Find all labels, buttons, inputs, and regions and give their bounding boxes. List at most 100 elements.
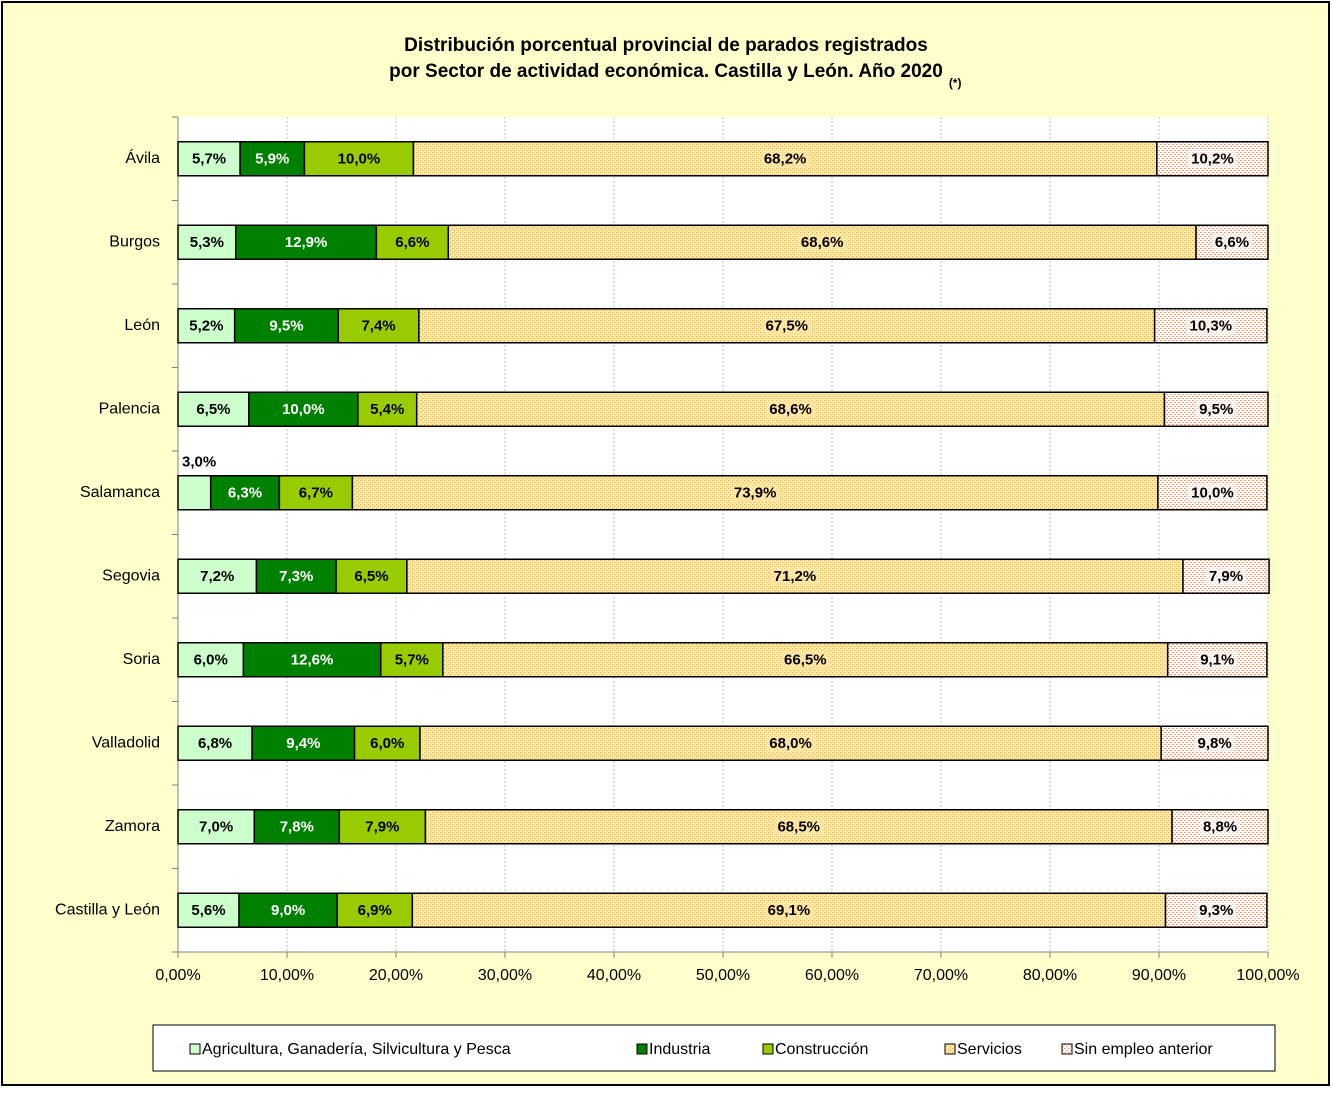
- data-label: 69,1%: [768, 902, 811, 919]
- data-label: 7,8%: [280, 819, 314, 836]
- bar-segment: [177, 224, 237, 260]
- legend-swatch: [189, 1043, 201, 1055]
- data-label: 5,7%: [395, 652, 429, 669]
- bar-segment: [357, 391, 418, 427]
- data-label: 6,8%: [198, 735, 232, 752]
- bar-segment: [177, 558, 258, 594]
- y-tick-label: Valladolid: [92, 734, 160, 751]
- legend-label: Servicios: [957, 1041, 1022, 1058]
- bar-segment: [253, 809, 341, 845]
- x-tick-label: 50,00%: [696, 967, 750, 984]
- data-label: 67,5%: [765, 318, 808, 335]
- y-tick-label: Soria: [123, 651, 160, 668]
- data-label: 7,2%: [200, 568, 234, 585]
- y-tick-label: Salamanca: [80, 484, 160, 501]
- legend-swatch: [944, 1043, 956, 1055]
- x-tick-label: 60,00%: [805, 967, 859, 984]
- data-label: 12,9%: [285, 234, 328, 251]
- bar-segment: [251, 725, 356, 761]
- data-label: 10,0%: [338, 151, 381, 168]
- x-tick-label: 70,00%: [914, 967, 968, 984]
- bar-segment: [235, 224, 378, 260]
- data-label: 5,2%: [189, 318, 223, 335]
- data-label: 6,3%: [228, 485, 262, 502]
- data-label: 68,6%: [801, 234, 844, 251]
- data-label: 73,9%: [734, 485, 777, 502]
- bar-segment: [242, 642, 382, 678]
- data-label: 10,0%: [1191, 485, 1234, 502]
- data-label: 68,5%: [777, 819, 820, 836]
- bar-segment: [379, 642, 444, 678]
- legend-box: [152, 1024, 1276, 1072]
- x-tick-label: 100,00%: [1236, 967, 1299, 984]
- bar-segment: [248, 391, 359, 427]
- y-tick-label: Castilla y León: [55, 901, 160, 918]
- label-background: [1188, 149, 1237, 168]
- y-tick-label: Ávila: [125, 148, 160, 167]
- bar-segment: [209, 475, 281, 511]
- label-background: [770, 567, 820, 586]
- label-background: [764, 901, 814, 920]
- data-label: 9,3%: [1199, 902, 1233, 919]
- label-background: [760, 149, 810, 168]
- data-label: 12,6%: [291, 652, 334, 669]
- x-tick-label: 90,00%: [1132, 967, 1186, 984]
- chart-title: Distribución porcentual provincial de pa…: [404, 35, 928, 56]
- data-label: 10,3%: [1190, 318, 1233, 335]
- x-tick-label: 80,00%: [1023, 967, 1077, 984]
- x-tick-label: 0,00%: [155, 967, 200, 984]
- label-background: [1197, 650, 1238, 669]
- data-label: 6,6%: [395, 234, 429, 251]
- bar-segment: [177, 642, 245, 678]
- bar-segment: [177, 391, 250, 427]
- data-label: 9,5%: [269, 318, 303, 335]
- data-label: 7,9%: [1209, 568, 1243, 585]
- label-background: [1196, 901, 1237, 920]
- y-tick-label: Zamora: [105, 818, 160, 835]
- data-label: 7,3%: [279, 568, 313, 585]
- title-note: (*): [949, 76, 962, 90]
- data-label: 5,7%: [192, 151, 226, 168]
- legend-label: Construcción: [775, 1041, 868, 1058]
- label-background: [1196, 400, 1237, 419]
- data-label: 9,4%: [286, 735, 320, 752]
- x-tick-label: 10,00%: [260, 967, 314, 984]
- data-label: 5,4%: [370, 401, 404, 418]
- data-label: 5,6%: [191, 902, 225, 919]
- label-background: [762, 316, 812, 335]
- bar-segment: [303, 141, 415, 177]
- x-tick-label: 30,00%: [478, 967, 532, 984]
- data-label: 9,5%: [1199, 401, 1233, 418]
- x-tick-label: 40,00%: [587, 967, 641, 984]
- bar-segment: [238, 892, 338, 928]
- bar-segment: [239, 141, 306, 177]
- y-tick-label: Burgos: [109, 233, 160, 250]
- data-label: 6,0%: [370, 735, 404, 752]
- legend-swatch: [636, 1043, 648, 1055]
- data-label: 6,5%: [196, 401, 230, 418]
- label-background: [774, 817, 824, 836]
- legend-label: Agricultura, Ganadería, Silvicultura y P…: [202, 1041, 511, 1058]
- bar-segment: [177, 308, 236, 344]
- chart-title: por Sector de actividad económica. Casti…: [389, 61, 943, 82]
- label-background: [1188, 483, 1237, 502]
- label-background: [766, 734, 815, 753]
- y-tick-label: Segovia: [102, 567, 160, 584]
- label-background: [766, 400, 815, 419]
- label-background: [1186, 316, 1236, 335]
- bar-segment: [375, 224, 450, 260]
- bar-segment: [337, 308, 420, 344]
- label-background: [730, 483, 780, 502]
- label-background: [797, 233, 847, 252]
- legend-swatch: [1061, 1043, 1073, 1055]
- bar-segment: [335, 558, 408, 594]
- data-label: 10,0%: [282, 401, 325, 418]
- data-label: 6,6%: [1215, 234, 1249, 251]
- data-label: 9,8%: [1197, 735, 1231, 752]
- data-label: 71,2%: [774, 568, 817, 585]
- y-tick-label: Palencia: [99, 400, 160, 417]
- legend-label: Industria: [649, 1041, 710, 1058]
- data-label: 6,0%: [194, 652, 228, 669]
- label-background: [1211, 233, 1253, 252]
